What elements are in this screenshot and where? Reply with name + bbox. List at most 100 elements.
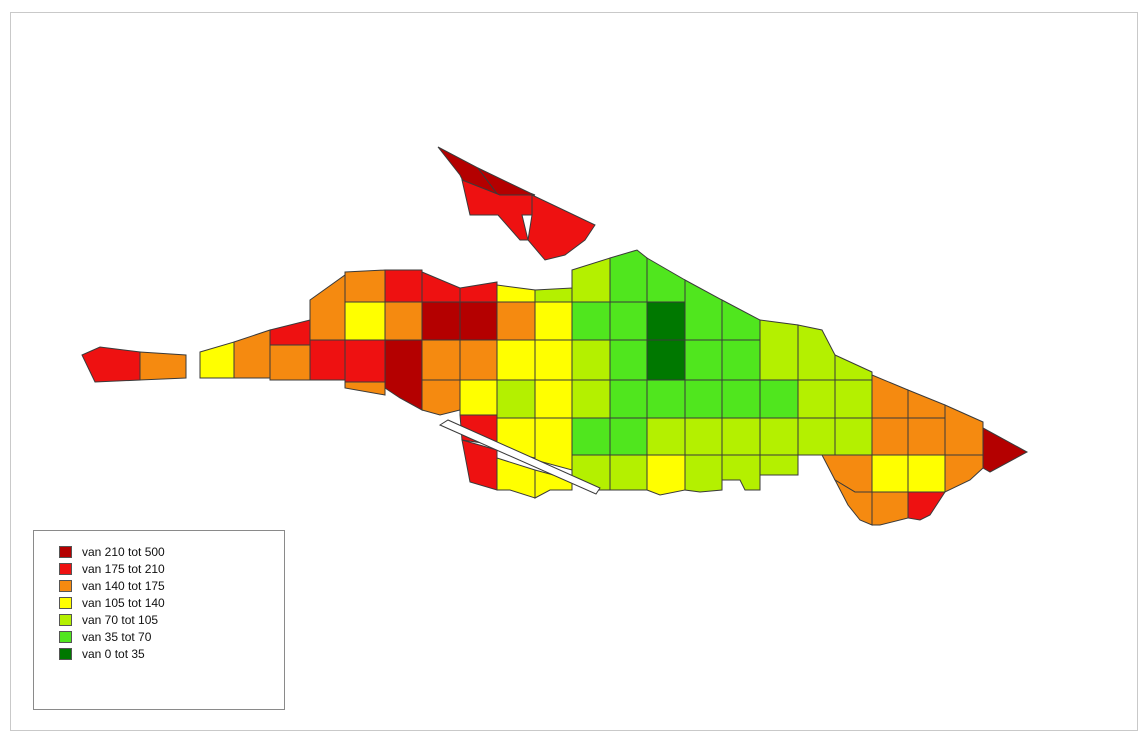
legend-label: van 105 tot 140 xyxy=(82,595,165,610)
map-cell xyxy=(684,454,723,493)
map-cell xyxy=(982,427,1029,473)
map-cell xyxy=(609,454,648,491)
map-cell xyxy=(421,339,461,381)
legend-item: van 105 tot 140 xyxy=(59,594,284,611)
map-cell xyxy=(944,404,984,456)
map-cell xyxy=(496,339,536,381)
map-cell xyxy=(834,417,873,456)
island-strip xyxy=(438,419,601,495)
map-cell xyxy=(459,301,498,341)
map-cell xyxy=(609,379,648,419)
map-cell xyxy=(721,454,761,491)
map-cell xyxy=(821,454,873,493)
map-cell xyxy=(759,319,799,381)
map-cell xyxy=(907,491,946,521)
map-cell xyxy=(534,287,573,303)
legend-list: van 210 tot 500 van 175 tot 210 van 140 … xyxy=(34,531,284,662)
map-cell xyxy=(609,249,648,303)
map-cell xyxy=(461,179,533,241)
map-legend: van 210 tot 500 van 175 tot 210 van 140 … xyxy=(33,530,285,710)
map-cell xyxy=(834,379,873,419)
map-cell xyxy=(571,379,611,419)
map-cell xyxy=(646,301,686,341)
map-cell xyxy=(344,301,386,341)
map-cell xyxy=(344,339,386,383)
legend-label: van 35 tot 70 xyxy=(82,629,152,644)
map-cell xyxy=(344,381,386,396)
map-cell xyxy=(684,417,723,456)
map-cell xyxy=(527,194,596,261)
map-cell xyxy=(944,454,984,493)
legend-swatch xyxy=(59,545,72,558)
legend-swatch xyxy=(59,613,72,626)
map-cell xyxy=(797,324,836,381)
map-cell xyxy=(646,339,686,381)
map-cell xyxy=(139,351,187,381)
map-cell xyxy=(907,417,946,456)
map-cell xyxy=(459,339,498,381)
map-cell xyxy=(721,339,761,381)
map-cell xyxy=(721,417,761,456)
legend-label: van 175 tot 210 xyxy=(82,561,165,576)
map-cell xyxy=(384,301,423,341)
map-cell xyxy=(871,374,909,419)
map-cell xyxy=(609,417,648,456)
map-cell xyxy=(309,274,346,341)
legend-swatch xyxy=(59,647,72,660)
legend-swatch xyxy=(59,562,72,575)
map-cell xyxy=(496,301,536,341)
map-cell xyxy=(269,319,311,346)
map-cell xyxy=(384,339,423,411)
legend-label: van 210 tot 500 xyxy=(82,544,165,559)
legend-item: van 210 tot 500 xyxy=(59,543,284,560)
map-frame xyxy=(10,12,1138,731)
legend-swatch xyxy=(59,579,72,592)
map-cell xyxy=(646,257,686,303)
map-cell xyxy=(646,379,686,419)
map-cell xyxy=(721,379,761,419)
map-cell xyxy=(421,271,461,303)
map-cell xyxy=(534,339,573,381)
legend-item: van 175 tot 210 xyxy=(59,560,284,577)
map-cells xyxy=(81,146,1029,526)
map-cell xyxy=(496,284,536,303)
map-cell xyxy=(459,379,498,416)
map-cell xyxy=(199,341,235,379)
map-cell xyxy=(384,269,423,303)
map-cell xyxy=(871,454,909,493)
map-cell xyxy=(534,301,573,341)
map-overlays xyxy=(438,419,601,495)
map-cell xyxy=(534,379,573,419)
map-cell xyxy=(81,346,141,383)
legend-label: van 70 tot 105 xyxy=(82,612,159,627)
map-cell xyxy=(646,417,686,456)
legend-item: van 140 tot 175 xyxy=(59,577,284,594)
map-cell xyxy=(309,339,346,381)
map-cell xyxy=(759,417,799,456)
map-cell xyxy=(871,491,909,526)
map-cell xyxy=(571,257,611,303)
legend-label: van 0 tot 35 xyxy=(82,646,145,661)
map-cell xyxy=(609,339,648,381)
legend-label: van 140 tot 175 xyxy=(82,578,165,593)
map-cell xyxy=(834,354,873,381)
legend-item: van 35 tot 70 xyxy=(59,628,284,645)
map-cell xyxy=(233,329,271,379)
map-cell xyxy=(571,301,611,341)
map-cell xyxy=(496,379,536,419)
map-cell xyxy=(759,379,799,419)
map-cell xyxy=(907,454,946,493)
map-cell xyxy=(797,417,836,456)
legend-item: van 70 tot 105 xyxy=(59,611,284,628)
map-cell xyxy=(421,301,461,341)
map-cell xyxy=(721,299,761,341)
map-cell xyxy=(477,167,536,196)
map-cell xyxy=(684,379,723,419)
legend-item: van 0 tot 35 xyxy=(59,645,284,662)
map-cell xyxy=(684,339,723,381)
legend-swatch xyxy=(59,630,72,643)
map-cell xyxy=(907,389,946,419)
map-cell xyxy=(759,454,799,476)
map-cell xyxy=(871,417,909,456)
